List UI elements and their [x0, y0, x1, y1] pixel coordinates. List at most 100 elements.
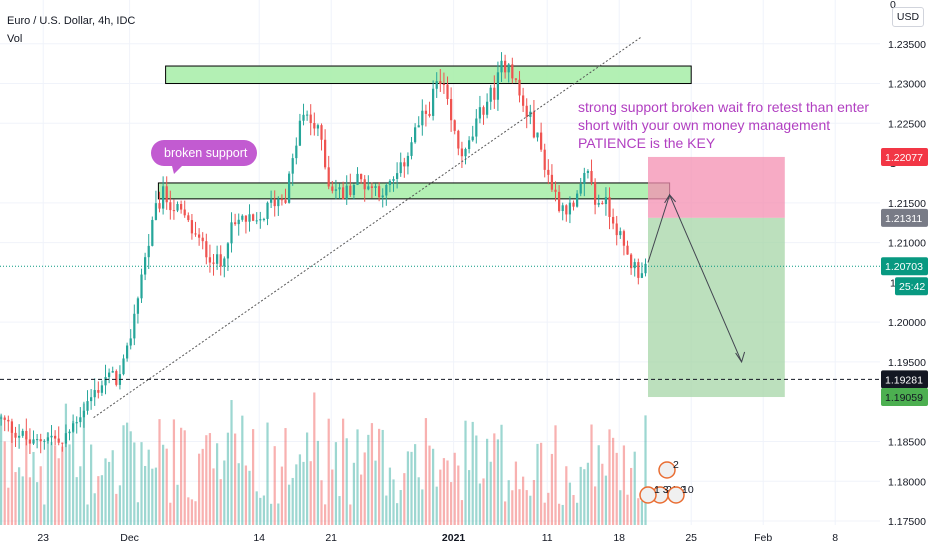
volume-bar	[601, 463, 604, 525]
candle-body	[637, 262, 640, 278]
volume-bar	[54, 445, 57, 525]
price-tag-label: 1.21311	[885, 213, 922, 225]
candle-body	[500, 60, 503, 73]
candle-body	[532, 111, 536, 138]
candle-body	[219, 254, 222, 267]
volume-bar	[604, 475, 608, 525]
volume-bar	[597, 445, 600, 525]
volume-bar	[57, 458, 60, 525]
time-tick-label: 25	[685, 532, 697, 544]
candle-body	[568, 202, 572, 215]
price-tag	[881, 388, 928, 407]
candle-body	[514, 78, 518, 80]
volume-bar	[288, 484, 291, 525]
volume-bar	[446, 460, 449, 525]
candle-body	[72, 423, 75, 432]
volume-bar	[558, 503, 561, 525]
volume-bar	[352, 462, 356, 525]
event-badges[interactable]: 221 3 1 210	[639, 459, 694, 504]
candle-body	[615, 223, 618, 236]
time-axis[interactable]: 23 Dec 14 21 2021 11 18 25 Feb 8	[0, 525, 932, 550]
candle-body	[446, 84, 449, 99]
projection-arrow-head	[735, 351, 746, 364]
volume-bar	[190, 499, 194, 525]
volume-bar	[406, 451, 410, 525]
candle-body	[10, 421, 14, 433]
candle-body	[590, 170, 593, 182]
candle-body	[478, 107, 482, 119]
time-tick-label: Dec	[120, 532, 139, 544]
candle-body	[399, 162, 402, 174]
volume-bar	[367, 434, 370, 525]
candle-body	[266, 202, 269, 219]
volume-bar	[266, 422, 269, 525]
candle-body	[460, 148, 464, 157]
symbol-title[interactable]: Euro / U.S. Dollar, 4h, IDC	[7, 15, 136, 27]
candle-body	[241, 215, 244, 220]
overlay-drawings: strong support broken wait fro retest th…	[0, 36, 880, 419]
volume-bar	[234, 433, 237, 525]
volume-bar	[140, 442, 143, 525]
volume-indicator-label[interactable]: Vol	[7, 33, 23, 45]
candle-body	[324, 139, 327, 168]
volume-bar	[385, 495, 388, 525]
volume-bar	[507, 480, 510, 525]
candle-body	[327, 167, 330, 187]
volume-bar	[86, 504, 89, 525]
volume-bar	[327, 418, 330, 525]
currency-button[interactable]: USD	[892, 7, 924, 27]
candle-body	[32, 439, 35, 444]
volume-bar	[122, 425, 125, 525]
volume-bar	[554, 425, 557, 525]
volume-bar	[25, 437, 28, 525]
candle-body	[21, 430, 24, 436]
candle-body	[36, 439, 39, 441]
volume-bar	[550, 453, 554, 525]
volume-bar	[169, 502, 172, 525]
candle-body	[511, 64, 514, 79]
volume-bar	[273, 446, 276, 525]
volume-bar	[464, 420, 467, 525]
candle-body	[165, 186, 168, 203]
candle-body	[205, 241, 208, 258]
candle-body	[7, 419, 10, 422]
volume-bar	[518, 489, 521, 525]
chart-legend: Euro / U.S. Dollar, 4h, IDC Vol	[7, 12, 135, 48]
volume-bar	[259, 497, 262, 525]
candle-body	[18, 435, 21, 438]
time-tick-label: 14	[253, 532, 265, 544]
volume-bar	[313, 392, 316, 525]
candle-body	[561, 205, 564, 212]
callout-bubble-text: broken support	[164, 146, 248, 160]
candle-body	[144, 257, 147, 275]
volume-bar	[450, 482, 453, 525]
annotation-text: short with your own money management	[578, 117, 830, 133]
volume-bar	[244, 465, 248, 525]
volume-bar	[568, 482, 572, 525]
volume-bar	[608, 429, 611, 525]
volume-bar	[212, 468, 215, 525]
volume-bar	[104, 458, 107, 525]
volume-bar	[478, 483, 482, 525]
candle-body	[536, 132, 539, 138]
candle-body	[147, 245, 150, 258]
volume-bar	[165, 448, 168, 525]
candle-body	[270, 199, 273, 203]
candle-body	[90, 397, 93, 402]
candle-body	[381, 195, 384, 198]
candle-body	[475, 118, 478, 137]
candle-body	[226, 243, 230, 259]
candle-body	[547, 169, 550, 175]
volume-bar	[277, 503, 280, 525]
candle-body	[129, 338, 132, 346]
volume-bar	[241, 415, 244, 525]
trendline	[93, 36, 642, 419]
candle-body	[356, 173, 359, 185]
volume-bar	[439, 469, 442, 525]
volume-bar	[435, 486, 438, 525]
volume-bar	[97, 476, 100, 525]
volume-bar	[187, 497, 190, 525]
candle-body	[626, 245, 629, 255]
volume-bar	[230, 400, 233, 525]
